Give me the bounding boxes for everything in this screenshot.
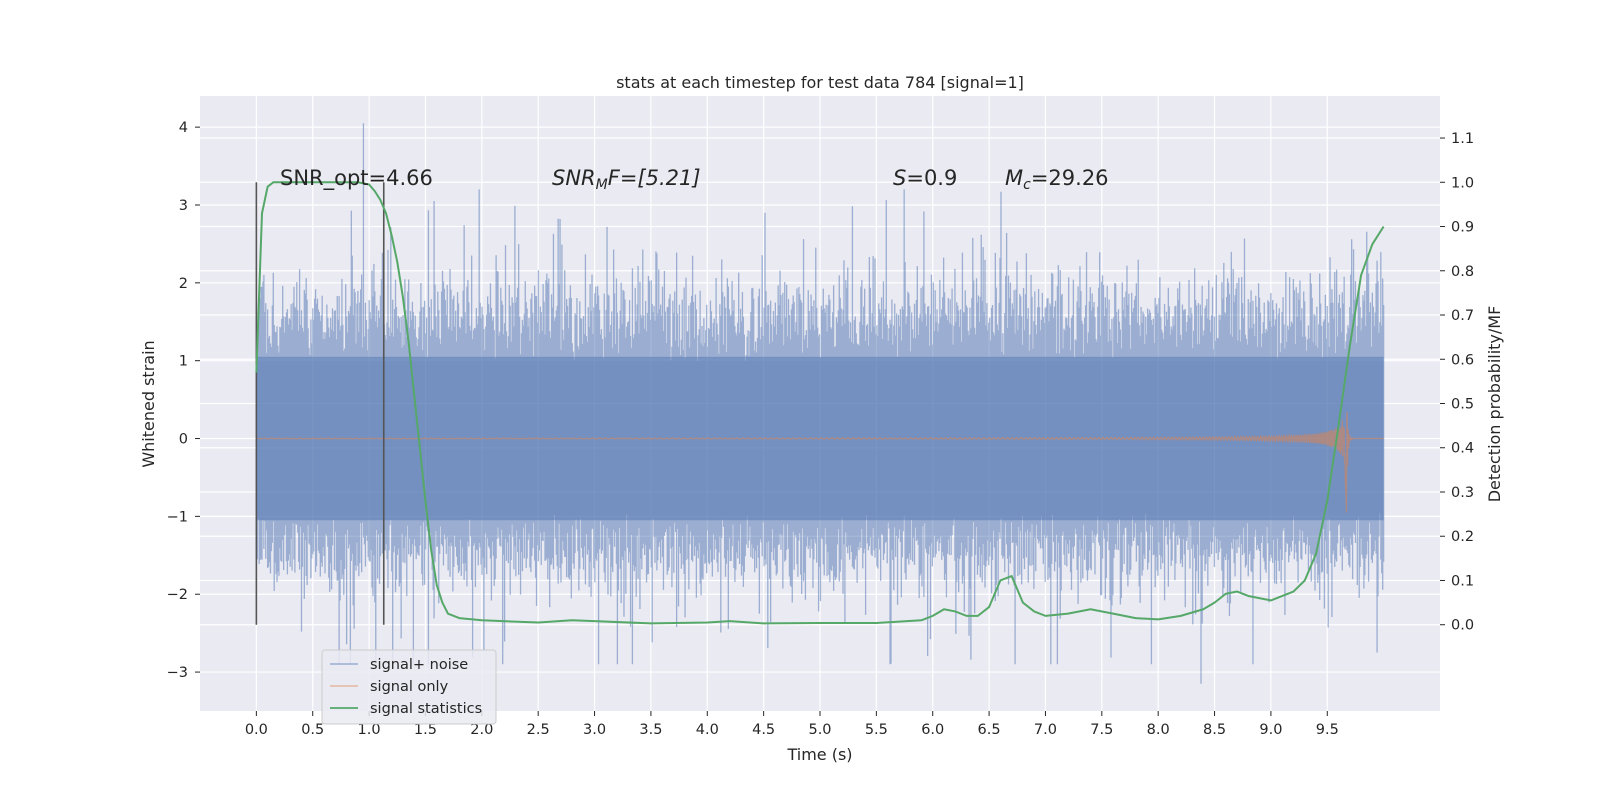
x-tick-label: 2.5 xyxy=(527,722,550,738)
annotation-s: S=0.9 xyxy=(893,166,957,190)
annotation-s-tail: =0.9 xyxy=(906,166,957,190)
y-right-tick-labels: 1.1 1.0 0.9 0.8 0.7 0.6 0.5 0.4 0.3 0.2 0.1 0.0 xyxy=(1440,131,1474,634)
x-tick-label: 6.0 xyxy=(921,722,944,738)
x-tick-label: 8.0 xyxy=(1147,722,1170,738)
x-tick-label: 3.5 xyxy=(639,722,662,738)
x-tick-label: 1.0 xyxy=(358,722,381,738)
y-right-tick-label: 0.0 xyxy=(1451,618,1474,634)
x-tick-label: 9.0 xyxy=(1259,722,1282,738)
series-signal-only xyxy=(256,412,1384,513)
legend-box xyxy=(321,649,497,725)
annotation-mc: Mc=29.26 xyxy=(1005,166,1109,193)
vertical-markers xyxy=(255,182,385,625)
annotation-snr-mf-sub: M xyxy=(596,177,608,193)
chart-title: stats at each timestep for test data 784… xyxy=(616,73,1024,92)
y-left-tick-label: 2 xyxy=(179,276,188,292)
annotation-mc-tail: =29.26 xyxy=(1031,166,1109,190)
y-left-tick-labels: 4 3 2 1 0 −1 −2 −3 xyxy=(167,120,200,681)
y-right-tick-label: 1.0 xyxy=(1451,175,1474,191)
annotation-mc-sub: c xyxy=(1023,177,1031,193)
y-axis-left-label: Whitened strain xyxy=(139,340,158,467)
x-tick-label: 2.0 xyxy=(470,722,493,738)
y-right-tick-label: 1.1 xyxy=(1451,131,1474,147)
y-left-tick-label: −3 xyxy=(167,665,188,681)
series-signal-statistics xyxy=(255,181,1385,625)
y-left-tick-label: −2 xyxy=(167,587,188,603)
x-tick-label: 0.5 xyxy=(301,722,324,738)
annotation-s-base: S xyxy=(893,166,906,190)
x-tick-label: 4.5 xyxy=(752,722,775,738)
legend-label-signal: signal only xyxy=(370,679,449,695)
y-right-tick-label: 0.1 xyxy=(1451,573,1474,589)
x-tick-label: 8.5 xyxy=(1203,722,1226,738)
x-tick-labels: 0.0 0.5 1.0 1.5 2.0 2.5 3.0 3.5 4.0 4.5 5.0 5.5 6.0 6… xyxy=(245,711,1339,738)
annotation-mc-base: M xyxy=(1005,166,1023,190)
x-tick-label: 9.5 xyxy=(1316,722,1339,738)
y-right-tick-label: 0.9 xyxy=(1451,220,1474,236)
x-tick-label: 1.5 xyxy=(414,722,437,738)
signal-trace xyxy=(256,412,1384,513)
x-tick-label: 7.5 xyxy=(1090,722,1113,738)
y-right-tick-label: 0.4 xyxy=(1451,441,1474,457)
annotation-snr-mf: SNRMF=[5.21] xyxy=(552,166,701,193)
x-tick-label: 5.0 xyxy=(808,722,831,738)
x-axis-label: Time (s) xyxy=(786,745,852,764)
annotation-snr-mf-base: SNR xyxy=(552,166,596,190)
annotation-snr-mf-tail: F=[5.21] xyxy=(608,166,701,190)
x-tick-label: 6.5 xyxy=(978,722,1001,738)
legend-label-noise: signal+ noise xyxy=(370,657,468,673)
y-right-tick-label: 0.5 xyxy=(1451,397,1474,413)
y-left-tick-label: −1 xyxy=(167,509,188,525)
y-right-tick-label: 0.3 xyxy=(1451,485,1474,501)
y-right-tick-label: 0.2 xyxy=(1451,529,1474,545)
y-left-tick-label: 0 xyxy=(179,432,188,448)
x-tick-label: 4.0 xyxy=(696,722,719,738)
y-left-tick-label: 4 xyxy=(179,120,188,136)
x-tick-label: 0.0 xyxy=(245,722,268,738)
y-left-tick-label: 3 xyxy=(179,198,188,214)
x-tick-label: 5.5 xyxy=(865,722,888,738)
legend: signal+ noise signal only signal statist… xyxy=(321,649,497,725)
y-axis-right-label: Detection probability/MF xyxy=(1485,306,1504,503)
y-left-tick-label: 1 xyxy=(179,354,188,370)
stats-line xyxy=(255,181,1385,625)
y-right-tick-label: 0.6 xyxy=(1451,352,1474,368)
y-right-tick-label: 0.7 xyxy=(1451,308,1474,324)
annotation-snr-opt: SNR_opt=4.66 xyxy=(280,166,433,191)
legend-label-stats: signal statistics xyxy=(370,701,482,717)
x-tick-label: 7.0 xyxy=(1034,722,1057,738)
y-right-tick-label: 0.8 xyxy=(1451,264,1474,280)
x-tick-label: 3.0 xyxy=(583,722,606,738)
